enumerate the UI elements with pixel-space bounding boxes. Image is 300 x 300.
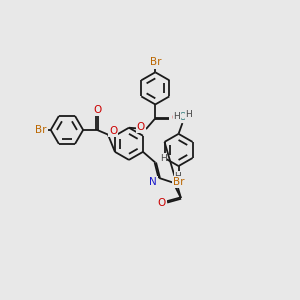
Text: H: H — [174, 112, 180, 121]
Text: H: H — [185, 110, 192, 119]
Text: O: O — [171, 112, 180, 122]
Text: Br: Br — [35, 125, 46, 135]
Text: O: O — [94, 105, 102, 115]
Text: Br: Br — [150, 57, 161, 67]
Text: N: N — [175, 177, 182, 187]
Text: O: O — [158, 198, 166, 208]
Text: H: H — [175, 172, 181, 181]
Text: H: H — [160, 154, 166, 163]
Text: N: N — [149, 177, 157, 187]
Text: Br: Br — [173, 177, 184, 187]
Text: O: O — [109, 127, 118, 136]
Text: O: O — [178, 112, 187, 122]
Text: O: O — [136, 122, 145, 132]
